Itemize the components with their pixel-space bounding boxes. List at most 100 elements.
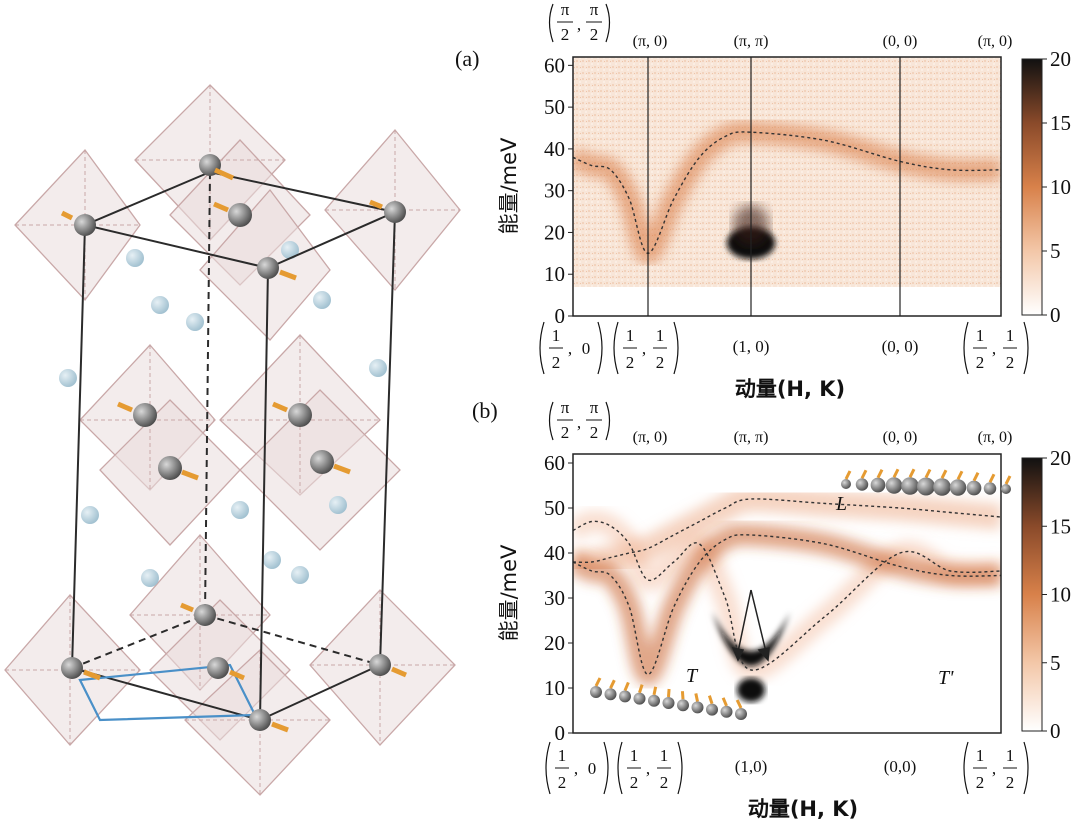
panel-b-label: (b) bbox=[472, 398, 498, 423]
svg-text:2: 2 bbox=[590, 423, 599, 442]
spin-arrow bbox=[956, 470, 964, 480]
panel-b-top-labels: π 2 , π 2 (π, 0) (π, π) (0, 0) (π, 0) bbox=[548, 398, 1012, 446]
panel-b-xlabel: 动量(H, K) bbox=[748, 797, 858, 821]
spin-atom bbox=[604, 688, 617, 701]
spin-arrow bbox=[908, 468, 916, 478]
svg-text:0: 0 bbox=[588, 759, 597, 778]
svg-text:2: 2 bbox=[1006, 353, 1015, 372]
panel-b-yticks: 0 10 20 30 40 50 60 bbox=[544, 451, 573, 745]
panel-b-dispersion-T bbox=[573, 534, 1001, 676]
spin-arrow bbox=[988, 473, 996, 483]
svg-text:1: 1 bbox=[626, 326, 635, 345]
panel-a-bottom-frac-2: 1 2 , 1 2 bbox=[963, 321, 1029, 375]
svg-text:(π, π): (π, π) bbox=[734, 429, 769, 446]
spin-arrow bbox=[721, 697, 728, 707]
panel-a-bottom-frac-1: 1 2 , 1 2 bbox=[613, 321, 679, 375]
spin-atom bbox=[933, 478, 951, 496]
octahedra bbox=[4, 84, 461, 796]
svg-text:,: , bbox=[577, 413, 581, 432]
svg-text:(π, 0): (π, 0) bbox=[633, 33, 668, 50]
ytick-label: 60 bbox=[544, 451, 565, 475]
ytick-label: 10 bbox=[544, 676, 565, 700]
svg-text:(0,0): (0,0) bbox=[884, 757, 917, 776]
spin-atom bbox=[841, 479, 851, 489]
panel-a-ylabel: 能量/meV bbox=[497, 137, 521, 234]
spin-arrow bbox=[594, 677, 602, 687]
svg-text:(0, 0): (0, 0) bbox=[882, 337, 919, 356]
panel-a-xlabel: 动量(H, K) bbox=[735, 377, 845, 401]
panel-a-bottom-frac-0: 1 2 , 0 bbox=[539, 321, 603, 375]
magnetic-atoms bbox=[60, 154, 407, 733]
panel-b-annotation-L: L bbox=[835, 493, 847, 515]
svg-text:π: π bbox=[590, 0, 599, 19]
panel-b-annotation-Tp: T' bbox=[938, 667, 954, 689]
svg-text:1: 1 bbox=[976, 326, 985, 345]
colorbar-tick-label: 15 bbox=[1050, 111, 1071, 135]
colorbar-tick-label: 20 bbox=[1050, 446, 1071, 470]
colorbar-tick-label: 15 bbox=[1050, 514, 1071, 538]
spin-atom bbox=[633, 692, 646, 705]
ytick-label: 0 bbox=[555, 304, 566, 328]
panel-b-dispersion-L bbox=[573, 498, 1001, 564]
spin-atom bbox=[691, 701, 704, 714]
spin-atom bbox=[648, 694, 660, 707]
svg-text:,: , bbox=[646, 759, 650, 778]
svg-text:,: , bbox=[992, 339, 996, 358]
svg-text:2: 2 bbox=[630, 773, 639, 792]
spin-arrow bbox=[972, 471, 980, 482]
svg-text:,: , bbox=[642, 339, 646, 358]
spin-atom bbox=[619, 690, 631, 703]
panel-a-yticks: 0 10 20 30 40 50 60 bbox=[544, 53, 573, 328]
spin-atom bbox=[983, 482, 997, 495]
spin-arrow bbox=[638, 684, 644, 694]
panel-a-top-labels: π 2 , π 2 (π, 0) (π, π) (0, 0) (π, 0) bbox=[548, 0, 1012, 50]
spin-arrow bbox=[609, 679, 616, 689]
panel-a-top-frac: π 2 , π 2 bbox=[548, 0, 611, 44]
spin-arrow bbox=[735, 699, 743, 709]
svg-text:(π, π): (π, π) bbox=[734, 33, 769, 50]
svg-text:2: 2 bbox=[552, 353, 561, 372]
svg-text:0: 0 bbox=[582, 339, 591, 358]
spin-atom bbox=[735, 708, 747, 720]
colorbar-tick-label: 5 bbox=[1050, 651, 1061, 675]
panel-b-top-frac: π 2 , π 2 bbox=[548, 398, 611, 442]
panel-a-bottom-labels: 1 2 , 0 1 2 , 1 2 (1, 0) (0, 0) bbox=[539, 321, 1029, 375]
spin-atom bbox=[677, 699, 689, 712]
spin-atom bbox=[1001, 484, 1011, 494]
svg-text:1: 1 bbox=[558, 746, 567, 765]
panel-b-bottom-frac-1: 1 2 , 1 2 bbox=[617, 741, 683, 795]
svg-text:π: π bbox=[561, 398, 570, 417]
svg-text:2: 2 bbox=[561, 25, 570, 44]
colorbar-tick-label: 20 bbox=[1050, 47, 1071, 71]
svg-text:1: 1 bbox=[630, 746, 639, 765]
spin-atom bbox=[949, 479, 967, 496]
spin-atom bbox=[706, 703, 718, 716]
spin-atom bbox=[917, 477, 935, 496]
panel-b-ylabel: 能量/meV bbox=[497, 544, 521, 641]
svg-text:2: 2 bbox=[656, 353, 665, 372]
spin-arrow bbox=[860, 469, 868, 479]
svg-text:1: 1 bbox=[976, 746, 985, 765]
panel-a-label: (a) bbox=[455, 46, 479, 71]
oxygen-atoms bbox=[59, 241, 387, 587]
panel-b-annotation-T: T bbox=[686, 665, 699, 687]
svg-text:,: , bbox=[992, 759, 996, 778]
spin-arrow bbox=[924, 468, 932, 479]
spin-arrow bbox=[652, 686, 658, 696]
spin-atom bbox=[870, 477, 886, 493]
svg-text:,: , bbox=[568, 339, 572, 358]
spin-atom bbox=[855, 478, 869, 491]
svg-text:,: , bbox=[574, 759, 578, 778]
panel-b-transition-arrows bbox=[731, 589, 770, 662]
spin-atom bbox=[720, 705, 733, 718]
svg-text:1: 1 bbox=[656, 326, 665, 345]
spin-atom bbox=[901, 477, 919, 495]
svg-text:(1, 0): (1, 0) bbox=[733, 337, 770, 356]
ytick-label: 50 bbox=[544, 95, 565, 119]
spin-arrow bbox=[940, 469, 948, 479]
ytick-label: 30 bbox=[544, 586, 565, 610]
svg-text:2: 2 bbox=[660, 773, 669, 792]
panel-a-vlines bbox=[647, 57, 901, 316]
colorbar-tick-label: 10 bbox=[1050, 583, 1071, 607]
